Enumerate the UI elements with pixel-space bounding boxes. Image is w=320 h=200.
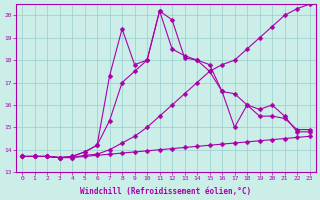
X-axis label: Windchill (Refroidissement éolien,°C): Windchill (Refroidissement éolien,°C) <box>80 187 252 196</box>
